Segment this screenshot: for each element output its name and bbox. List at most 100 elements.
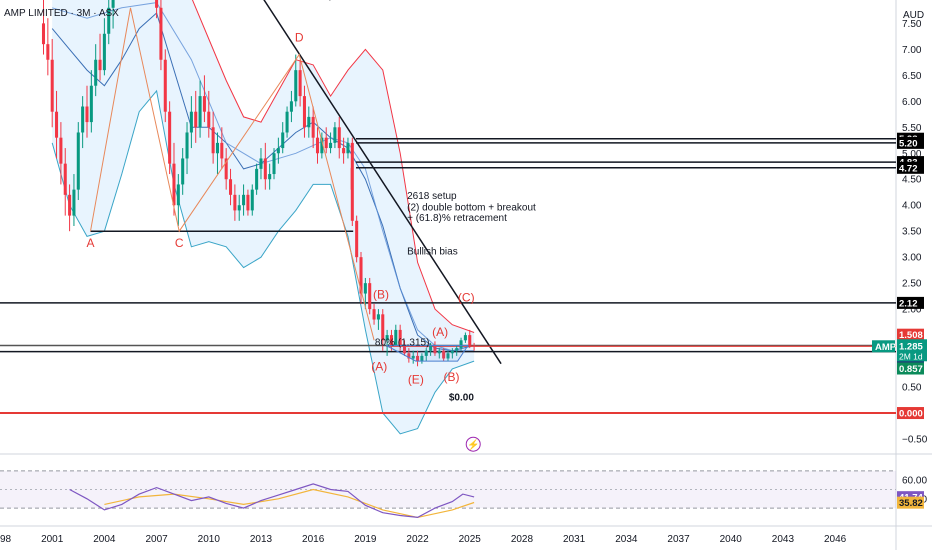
candle-body-12: [94, 59, 98, 86]
time-tick-10: 2028: [511, 534, 534, 545]
lightning-icon-glyph: ⚡: [467, 438, 479, 451]
time-tick-1: 2001: [41, 534, 64, 545]
level-tag-3-bg: [897, 161, 924, 174]
price-tick-2: 6.50: [902, 71, 922, 82]
candle-body-77: [416, 355, 420, 362]
wave-label-7: (E): [408, 372, 424, 386]
candle-body-31: [215, 142, 219, 154]
bollinger-lower-line: [51, 89, 475, 435]
level-tag-3: 4.72: [899, 163, 918, 174]
candle-body-61: [346, 142, 350, 154]
time-tick-13: 2037: [667, 534, 690, 545]
candle-body-7: [72, 189, 76, 216]
price-tag-0-bg: [897, 328, 924, 341]
price-tick-1: 7.00: [902, 45, 922, 56]
candle-body-17: [155, 0, 159, 8]
bollinger-upper-line: [191, 0, 475, 333]
candle-body-4: [59, 137, 63, 164]
level-tag-7: 0.000: [899, 409, 923, 420]
candle-body-26: [194, 111, 198, 128]
price-tag-2: 0.857: [899, 364, 923, 375]
price-tick-16: −0.50: [902, 435, 928, 446]
candle-body-78: [420, 355, 424, 362]
level-tag-4-bg: [897, 296, 924, 309]
candle-body-76: [411, 355, 415, 359]
candle-body-34: [229, 179, 233, 195]
symbol-badge: AMP: [875, 342, 897, 353]
candle-body-23: [181, 158, 185, 185]
price-tag-2-bg: [897, 362, 924, 375]
candle-body-75: [407, 353, 411, 359]
chart-title: AMP LIMITED · 3M · ASX: [4, 8, 119, 19]
candle-body-28: [202, 96, 206, 112]
annotation-2: (2) double bottom + breakout: [407, 202, 536, 213]
annotation-0: $0.00 not far below: [327, 0, 417, 3]
time-tick-11: 2031: [563, 534, 586, 545]
candle-body-56: [324, 137, 328, 149]
candle-body-48: [289, 101, 293, 112]
candle-body-20: [168, 111, 172, 164]
candle-body-59: [337, 127, 341, 149]
candle-body-19: [163, 59, 167, 112]
price-tick-8: 3.50: [902, 227, 922, 238]
time-tick-15: 2043: [772, 534, 795, 545]
time-tick-8: 2022: [406, 534, 429, 545]
candle-body-10: [85, 106, 89, 123]
candle-body-27: [198, 96, 202, 128]
candle-body-79: [424, 350, 428, 356]
time-tick-12: 2034: [615, 534, 638, 545]
candle-body-89: [468, 335, 472, 346]
candle-body-87: [459, 340, 463, 349]
candle-body-46: [281, 132, 285, 149]
candle-body-69: [381, 314, 385, 341]
candle-body-37: [242, 194, 246, 206]
candle-body-73: [398, 329, 402, 346]
candle-body-88: [463, 335, 467, 341]
bollinger-band-fill: [52, 0, 475, 434]
wave-label-4: (A): [432, 325, 448, 339]
triangle-pattern: [385, 345, 469, 362]
level-tag-4: 2.12: [899, 298, 918, 309]
candle-body-50: [298, 70, 302, 97]
price-tick-5: 5.00: [902, 149, 922, 160]
lightning-icon[interactable]: [465, 436, 481, 452]
wave-label-1: C: [175, 236, 184, 250]
price-tick-6: 4.50: [902, 175, 922, 186]
price-tick-7: 4.00: [902, 201, 922, 212]
time-tick-0: 1998: [0, 534, 12, 545]
candle-body-49: [294, 70, 298, 102]
candle-body-81: [433, 345, 437, 354]
candle-body-8: [76, 132, 80, 190]
candle-body-41: [259, 158, 263, 169]
rsi-ma-line: [104, 488, 475, 519]
candle-body-30: [211, 127, 215, 154]
symbol-badge-bg: [872, 340, 895, 353]
current-price-value: 1.285: [899, 341, 923, 352]
candle-body-35: [233, 194, 237, 211]
candle-body-68: [376, 314, 380, 320]
wave-label-6: (A): [371, 359, 387, 373]
annotation-4: Bullish bias: [407, 247, 458, 258]
candle-body-39: [250, 189, 254, 211]
time-tick-7: 2019: [354, 534, 377, 545]
rsi-ma-value-tag-bg: [897, 496, 924, 509]
candle-body-44: [272, 153, 276, 175]
price-tick-3: 6.00: [902, 97, 922, 108]
candle-body-1: [46, 44, 50, 60]
candle-body-54: [315, 137, 320, 154]
time-tick-3: 2007: [145, 534, 168, 545]
rsi-tick-0: 60.00: [902, 476, 927, 487]
candle-body-83: [442, 350, 446, 359]
price-tag-0: 1.508: [899, 330, 923, 341]
time-tick-2: 2004: [93, 534, 116, 545]
candle-body-9: [81, 106, 85, 133]
candle-body-16: [111, 0, 115, 8]
candle-body-45: [276, 148, 280, 154]
candle-body-70: [385, 335, 389, 341]
candle-body-2: [50, 59, 54, 112]
candle-body-24: [185, 132, 189, 159]
time-tick-9: 2025: [459, 534, 482, 545]
candle-body-42: [263, 158, 267, 180]
wave-label-5: (C): [458, 290, 475, 304]
